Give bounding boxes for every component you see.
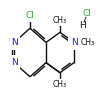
Text: Cl: Cl — [83, 9, 91, 18]
Text: CH₃: CH₃ — [53, 16, 67, 25]
Text: N: N — [11, 38, 17, 47]
Text: N: N — [11, 58, 17, 67]
Text: N: N — [71, 38, 77, 47]
Text: H: H — [79, 21, 85, 30]
Text: Cl: Cl — [26, 11, 34, 20]
Text: CH₃: CH₃ — [53, 80, 67, 89]
Text: CH₃: CH₃ — [81, 38, 95, 47]
